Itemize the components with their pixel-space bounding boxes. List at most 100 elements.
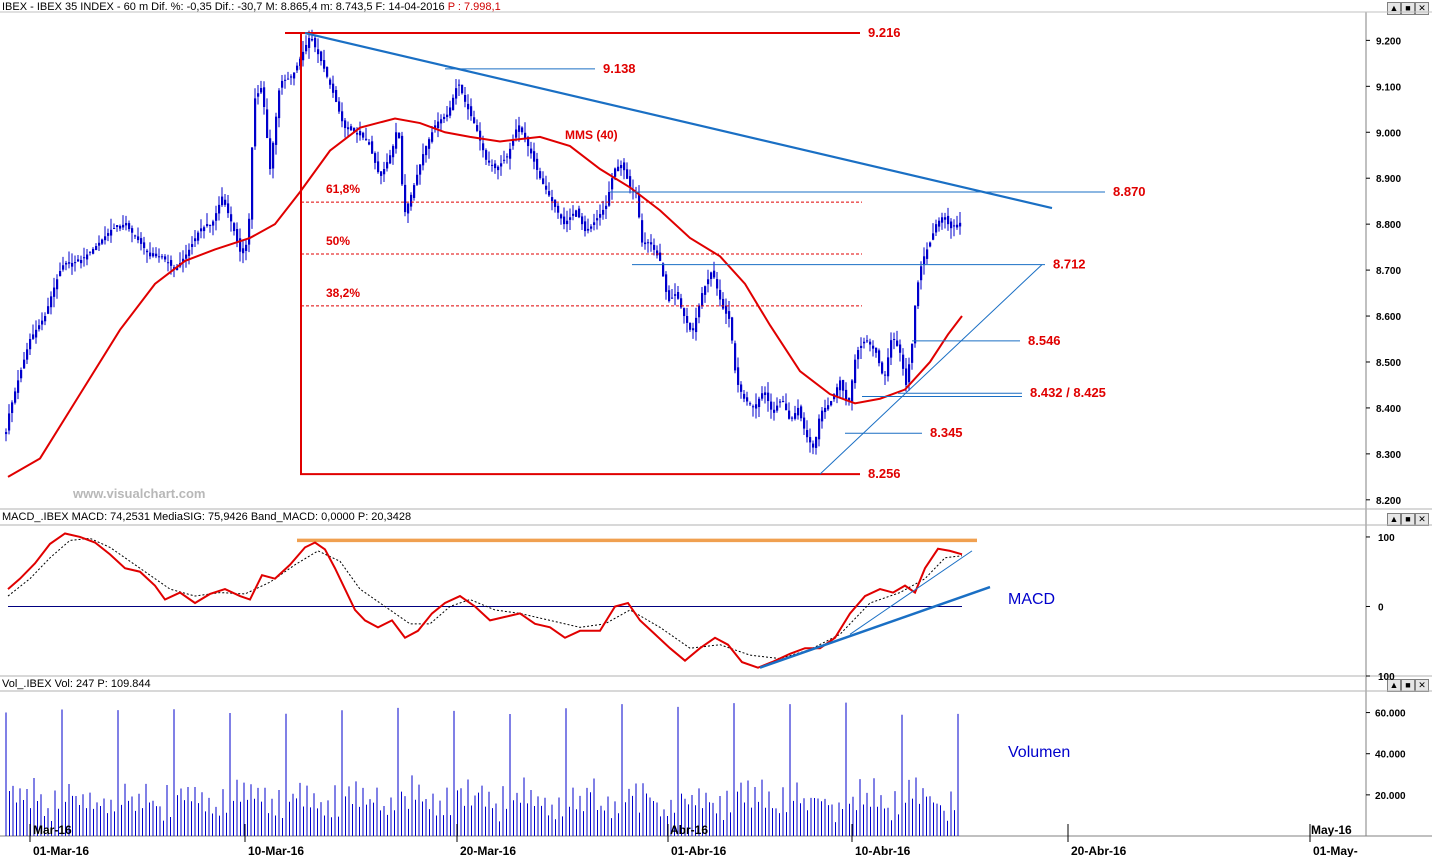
candle-body — [329, 79, 332, 85]
candle-body — [821, 410, 824, 422]
fibo-level-label: 38,2% — [326, 286, 360, 300]
price-level-label: 8.870 — [1113, 184, 1146, 199]
candle-body — [869, 341, 872, 345]
candle-body — [242, 248, 245, 254]
candle-body — [311, 39, 314, 41]
candle-body — [686, 316, 689, 323]
candle-body — [365, 138, 368, 140]
candle-body — [956, 224, 959, 228]
candle-body — [494, 163, 497, 169]
candle-body — [824, 407, 827, 413]
candle-body — [233, 223, 236, 232]
candle-body — [74, 262, 77, 264]
candle-body — [404, 184, 407, 213]
candle-body — [731, 317, 734, 341]
candle-body — [737, 367, 740, 385]
candle-body — [92, 248, 95, 254]
candle-body — [392, 146, 395, 158]
candle-body — [719, 289, 722, 300]
macd-signal-line — [7, 537, 963, 660]
candle-body — [776, 405, 779, 411]
macd-tick-label: 100 — [1378, 533, 1395, 544]
candle-body — [497, 166, 500, 171]
candle-body — [680, 298, 683, 308]
candle-body — [347, 127, 350, 130]
candle-body — [305, 44, 308, 52]
candle-body — [59, 271, 62, 277]
candle-body — [314, 37, 317, 48]
candle-body — [509, 148, 512, 159]
candle-body — [434, 125, 437, 130]
mms-40-label: MMS (40) — [565, 128, 618, 142]
candle-body — [278, 90, 281, 119]
candle-body — [455, 88, 458, 99]
candle-body — [251, 147, 254, 220]
candle-body — [107, 233, 110, 236]
candle-body — [44, 316, 47, 322]
candle-body — [743, 393, 746, 399]
candle-body — [317, 49, 320, 55]
candle-body — [479, 130, 482, 141]
candle-body — [149, 252, 152, 257]
price-header-main: IBEX - IBEX 35 INDEX - 60 m Dif. %: -0,3… — [2, 1, 448, 13]
candle-body — [263, 87, 266, 107]
candle-body — [713, 270, 716, 278]
candle-body — [584, 221, 587, 232]
x-tick-label: 01-May- — [1313, 844, 1358, 857]
candle-body — [893, 339, 896, 341]
x-tick-label: 01-Abr-16 — [671, 844, 727, 857]
candle-body — [413, 185, 416, 198]
candle-body — [698, 305, 701, 318]
candle-body — [212, 221, 215, 226]
candle-body — [203, 227, 206, 232]
candle-body — [182, 258, 185, 263]
candle-body — [950, 221, 953, 229]
candle-body — [185, 254, 188, 259]
price-tick-label: 8.300 — [1376, 450, 1401, 461]
candle-body — [596, 218, 599, 221]
candle-body — [158, 256, 161, 258]
candle-body — [419, 164, 422, 175]
candle-body — [941, 217, 944, 223]
candle-body — [140, 238, 143, 244]
candle-body — [104, 236, 107, 241]
candle-body — [779, 401, 782, 403]
candle-body — [122, 224, 125, 228]
candle-body — [758, 398, 761, 408]
candle-body — [32, 334, 35, 339]
candle-body — [26, 349, 29, 360]
candle-body — [530, 148, 533, 154]
candle-body — [806, 430, 809, 438]
candle-body — [701, 293, 704, 307]
candle-body — [209, 224, 212, 226]
candle-body — [476, 125, 479, 131]
candle-body — [902, 354, 905, 369]
candle-body — [56, 279, 59, 290]
candle-body — [812, 443, 815, 448]
price-level-label: 8.432 / 8.425 — [1030, 385, 1106, 400]
trend-line — [819, 264, 1043, 475]
candle-body — [512, 139, 515, 146]
candle-body — [959, 222, 962, 227]
candle-body — [461, 84, 464, 94]
candle-body — [62, 265, 65, 270]
candle-body — [860, 345, 863, 349]
candle-body — [491, 164, 494, 166]
candle-body — [563, 216, 566, 225]
candle-body — [845, 389, 848, 402]
candle-body — [407, 203, 410, 214]
candle-body — [557, 205, 560, 213]
candle-body — [440, 119, 443, 124]
macd-panel-close-button[interactable]: ✕ — [1415, 513, 1429, 526]
candle-body — [200, 228, 203, 232]
candle-body — [119, 225, 122, 229]
candle-body — [356, 133, 359, 135]
candle-body — [221, 196, 224, 206]
candle-body — [587, 228, 590, 231]
candle-body — [137, 236, 140, 241]
candle-body — [338, 101, 341, 112]
vol-tick-label: 20.000 — [1375, 791, 1406, 802]
candle-body — [815, 437, 818, 448]
x-tick-label: 20-Mar-16 — [460, 844, 516, 857]
candle-body — [533, 151, 536, 162]
